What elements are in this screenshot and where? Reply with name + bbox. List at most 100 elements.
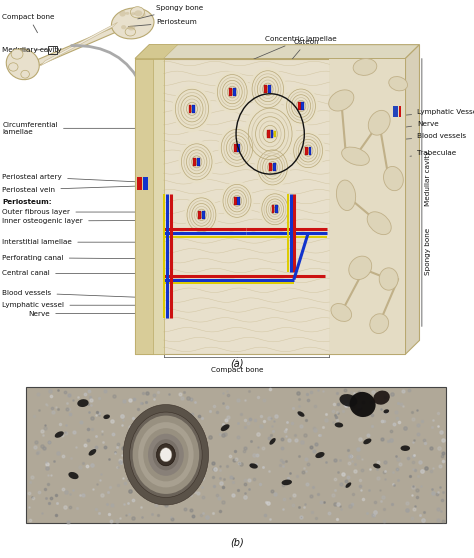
Text: Blood vessels: Blood vessels [2, 290, 168, 299]
Bar [143, 177, 148, 190]
Ellipse shape [339, 394, 357, 407]
Ellipse shape [68, 472, 79, 479]
Bar [193, 158, 196, 166]
Text: Medullary cavity: Medullary cavity [2, 47, 62, 53]
Ellipse shape [134, 10, 142, 16]
Ellipse shape [143, 13, 146, 17]
Bar [264, 85, 267, 93]
Text: Nerve: Nerve [28, 311, 182, 316]
Ellipse shape [125, 28, 136, 36]
Circle shape [271, 165, 274, 170]
Bar [189, 105, 191, 113]
Text: Medullar cavity: Medullar cavity [425, 151, 431, 206]
Ellipse shape [383, 166, 403, 191]
Ellipse shape [379, 268, 398, 290]
Bar [48, 46, 57, 54]
Circle shape [135, 418, 197, 491]
Bar [229, 88, 232, 96]
Circle shape [153, 439, 179, 470]
Text: Lymphatic vessel: Lymphatic vessel [2, 302, 175, 308]
Text: Blood vessels: Blood vessels [403, 133, 466, 140]
Polygon shape [135, 45, 419, 59]
Bar [234, 197, 237, 205]
Ellipse shape [353, 59, 377, 75]
Bar [234, 144, 237, 152]
Bar [26, 387, 446, 523]
Circle shape [215, 71, 250, 113]
Circle shape [218, 126, 256, 170]
Ellipse shape [374, 391, 390, 405]
Bar [399, 106, 401, 117]
Ellipse shape [127, 26, 133, 29]
Circle shape [200, 213, 203, 217]
Bar [267, 130, 270, 138]
Circle shape [133, 416, 199, 494]
Text: Lymphatic Vessel: Lymphatic Vessel [403, 109, 474, 116]
Circle shape [138, 422, 193, 488]
Polygon shape [405, 45, 419, 354]
Bar [273, 163, 276, 171]
Ellipse shape [368, 110, 390, 135]
Ellipse shape [331, 304, 352, 321]
Circle shape [235, 145, 239, 151]
Ellipse shape [77, 399, 89, 407]
Bar [135, 59, 153, 354]
Ellipse shape [221, 424, 229, 431]
Circle shape [220, 181, 254, 220]
Bar [301, 102, 304, 110]
Circle shape [273, 207, 277, 211]
Text: Circumferential
lamellae: Circumferential lamellae [2, 122, 155, 135]
Ellipse shape [128, 25, 135, 31]
Text: Spongy bone: Spongy bone [425, 228, 431, 275]
Bar [137, 177, 142, 190]
Ellipse shape [349, 256, 372, 280]
Circle shape [148, 434, 184, 476]
Circle shape [156, 444, 175, 466]
Ellipse shape [9, 62, 18, 71]
Text: Concentric lamellae: Concentric lamellae [244, 36, 337, 63]
Ellipse shape [6, 49, 39, 80]
Circle shape [146, 431, 186, 479]
Ellipse shape [363, 439, 372, 444]
Circle shape [235, 199, 239, 203]
Ellipse shape [335, 422, 343, 427]
Ellipse shape [298, 411, 304, 417]
Bar [135, 59, 405, 354]
Circle shape [265, 86, 270, 92]
Circle shape [151, 437, 181, 473]
Ellipse shape [342, 147, 369, 165]
Ellipse shape [126, 12, 129, 15]
Text: Spongy bone: Spongy bone [138, 6, 204, 19]
Ellipse shape [130, 7, 145, 18]
Ellipse shape [55, 431, 64, 438]
Text: Inner osteogenic layer: Inner osteogenic layer [2, 218, 155, 224]
Text: Osteon: Osteon [267, 39, 319, 89]
Text: Compact bone: Compact bone [211, 360, 263, 373]
Ellipse shape [350, 392, 375, 417]
Bar [269, 163, 272, 171]
Ellipse shape [282, 479, 292, 485]
Text: Outer fibrous layer: Outer fibrous layer [2, 209, 141, 215]
Bar [237, 197, 240, 205]
Polygon shape [40, 22, 118, 66]
Ellipse shape [383, 409, 389, 413]
Bar [271, 130, 273, 138]
Ellipse shape [21, 70, 29, 78]
Circle shape [299, 104, 303, 108]
Circle shape [123, 405, 209, 505]
Text: Periosteum:: Periosteum: [2, 199, 52, 205]
Bar [274, 131, 276, 137]
Bar [393, 106, 398, 117]
Text: (b): (b) [230, 537, 244, 547]
Bar [192, 105, 195, 113]
Text: Periosteal artery: Periosteal artery [2, 174, 136, 182]
Ellipse shape [367, 212, 391, 234]
Ellipse shape [131, 12, 135, 15]
Bar [198, 211, 201, 219]
Bar [268, 85, 271, 93]
Bar [197, 158, 200, 166]
Circle shape [306, 148, 310, 153]
Ellipse shape [337, 180, 356, 210]
Circle shape [230, 90, 234, 94]
Circle shape [267, 131, 273, 138]
